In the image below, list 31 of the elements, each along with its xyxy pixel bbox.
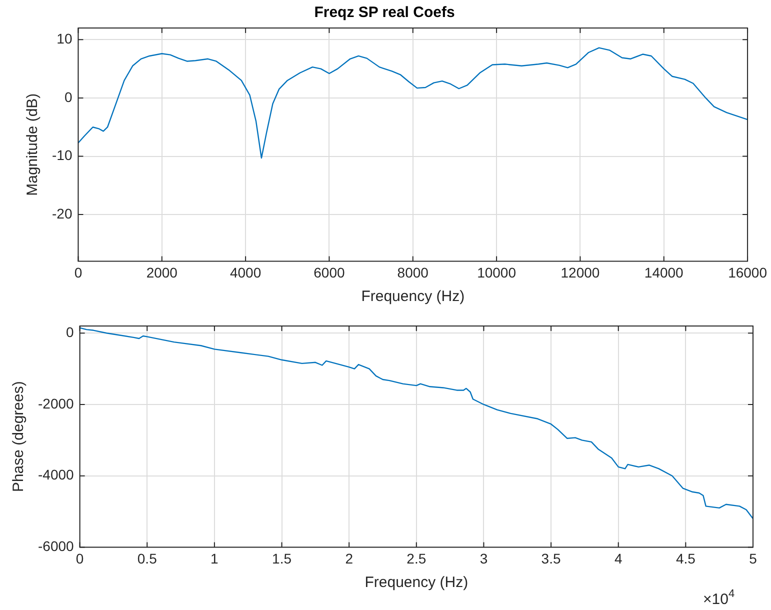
x-tick-label: 2000 (146, 264, 178, 280)
y-tick-label: 10 (56, 30, 72, 47)
x-axis-title: Frequency (Hz) (361, 288, 465, 306)
y-tick-label: 0 (64, 88, 72, 105)
y-tick-label: -4000 (38, 466, 74, 483)
x-tick-label: 3.5 (541, 550, 561, 566)
x-tick-label: 16000 (728, 264, 768, 280)
x-tick-label: 0.5 (137, 550, 158, 566)
x-tick-label: 14000 (644, 264, 684, 280)
x-axis-title: Frequency (Hz) (364, 574, 468, 592)
x-tick-label: 3 (480, 550, 488, 566)
x-tick-label: 8000 (397, 264, 429, 280)
y-tick-label: -10 (52, 147, 72, 164)
y-tick-label: 0 (66, 324, 74, 340)
x-tick-label: 2 (345, 550, 354, 566)
x-tick-label: 10000 (477, 264, 516, 280)
x-tick-label: 4 (614, 550, 622, 566)
x-tick-label: 1 (210, 550, 219, 566)
x-tick-label: 4.5 (676, 550, 696, 566)
x-tick-label: 1.5 (272, 550, 292, 566)
x-tick-label: 2.5 (406, 550, 426, 566)
x-tick-label: 12000 (560, 264, 600, 280)
y-tick-label: -2000 (38, 395, 74, 412)
x-tick-label: 4000 (230, 264, 262, 280)
y-axis-title: Phase (degrees) (10, 381, 28, 492)
x-tick-label: 6000 (314, 264, 345, 280)
x-tick-label: 5 (749, 550, 758, 566)
y-axis-title: Magnitude (dB) (24, 93, 42, 196)
y-tick-label: -20 (52, 205, 72, 222)
chart-title: Freqz SP real Coefs (314, 4, 455, 22)
y-tick-label: -6000 (38, 538, 74, 554)
